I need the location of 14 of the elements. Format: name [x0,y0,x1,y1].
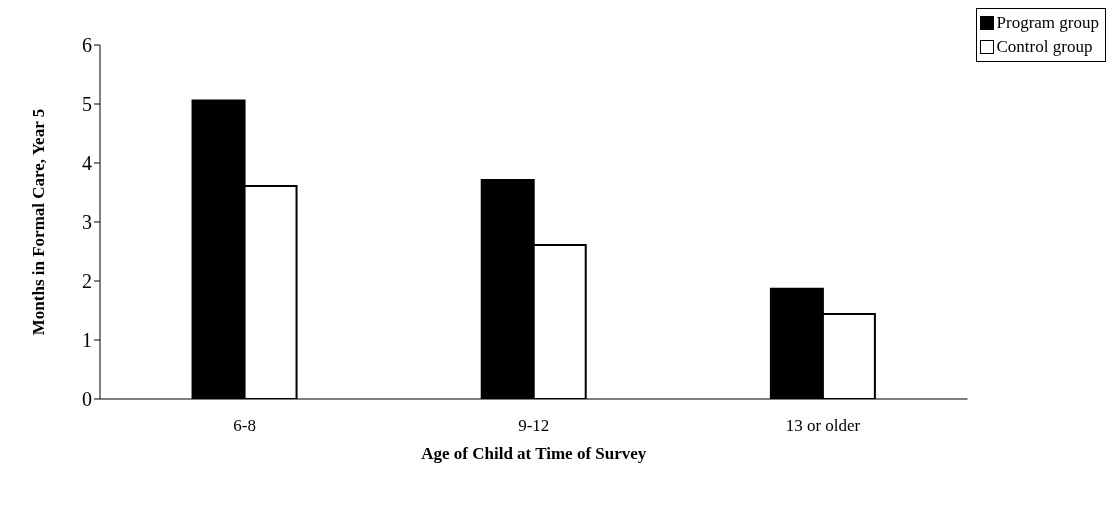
x-tick-label: 9-12 [518,416,550,436]
legend-label: Program group [996,12,1099,34]
y-tick-label: 6 [82,34,92,57]
y-tick-label: 3 [82,211,92,234]
legend-label: Control group [996,36,1093,58]
x-tick-label: 6-8 [233,416,256,436]
y-tick-label: 4 [82,152,92,175]
y-tick-label: 2 [82,270,92,293]
y-tick-label: 1 [82,329,92,352]
x-tick-label: 13 or older [785,416,861,436]
y-axis-title: Months in Formal Care, Year 5 [29,108,49,336]
y-tick-label: 0 [82,388,92,411]
x-axis-title: Age of Child at Time of Survey [421,444,647,463]
y-tick-label: 5 [82,93,92,116]
